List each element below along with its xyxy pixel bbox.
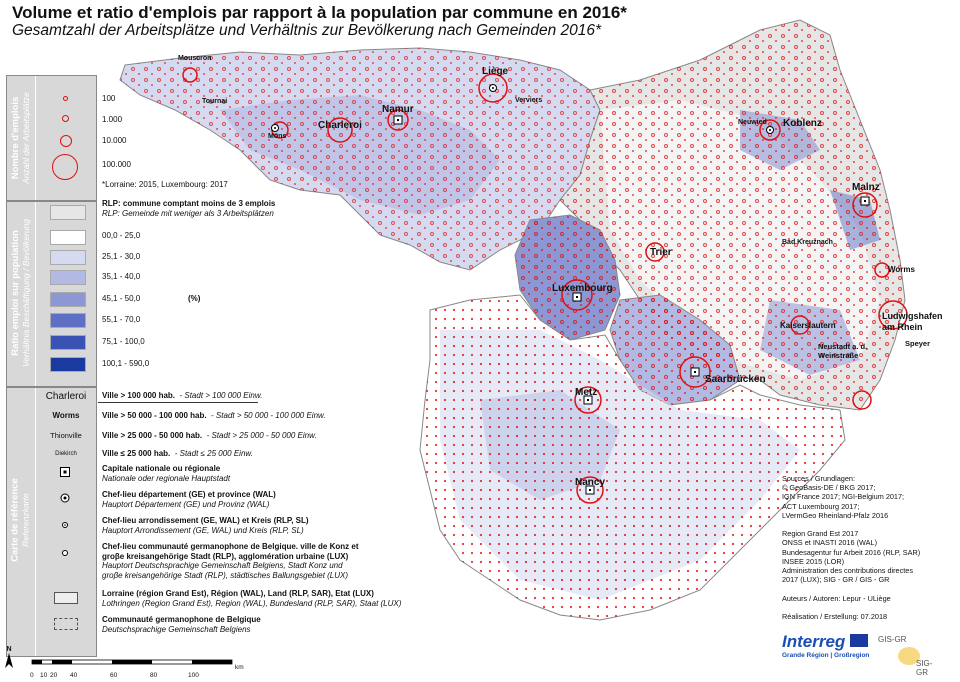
map-label-nancy[interactable]: Nancy bbox=[575, 477, 606, 488]
swatch-class-4 bbox=[50, 292, 86, 307]
legend-rlp-fr: RLP: commune comptant moins de 3 emplois bbox=[102, 199, 276, 208]
map-label-tournai[interactable]: Tournai bbox=[202, 98, 228, 105]
legend-class-3: 35,1 - 40,0 bbox=[102, 272, 141, 281]
legend-jobs-1000: 1.000 bbox=[102, 115, 123, 124]
legend-jobs-10000: 10.000 bbox=[102, 136, 127, 145]
legend-section-jobs: Nombre d'emplois Anzahl der Arbeitsplätze bbox=[7, 76, 96, 202]
legend-class-city-4: Ville ≤ 25 000 hab. - Stadt ≤ 25 000 Ein… bbox=[102, 449, 253, 458]
scale-tick-40: 40 bbox=[70, 672, 78, 679]
legend-section-ratio: Ratio emploi sur population Verhältnis Be… bbox=[7, 200, 96, 388]
legend-chef-arr: Chef-lieu arrondissement (GE, WAL) et Kr… bbox=[102, 516, 309, 535]
border-community-icon bbox=[54, 618, 78, 630]
map-label-mouscron[interactable]: Mouscron bbox=[178, 55, 212, 62]
map-label-metz[interactable]: Metz bbox=[575, 387, 598, 398]
interreg-logo: Interreg Grande Région | Großregion bbox=[782, 632, 870, 659]
scale-tick-100: 100 bbox=[188, 672, 199, 679]
map-label-charleroi[interactable]: Charleroi bbox=[318, 120, 362, 131]
eu-flag-icon bbox=[850, 634, 868, 647]
legend-class-city-2: Ville > 50 000 - 100 000 hab. - Stadt > … bbox=[102, 411, 326, 420]
chef-arr-icon bbox=[62, 522, 68, 528]
legend-class-6: 75,1 - 100,0 bbox=[102, 337, 145, 346]
gis-blob-icon bbox=[898, 647, 920, 665]
legend-circle-100000 bbox=[52, 154, 78, 180]
scale-tick-10: 10 bbox=[40, 672, 48, 679]
legend-class-city-1: Ville > 100 000 hab. - Stadt > 100 000 E… bbox=[102, 391, 263, 400]
border-region-icon bbox=[54, 592, 78, 604]
map-label-saarbrucken[interactable]: Saarbrücken bbox=[705, 374, 766, 385]
scale-bar-graphic bbox=[31, 659, 233, 665]
map-label-neuwied[interactable]: Neuwied bbox=[738, 119, 767, 126]
map-label-worms[interactable]: Worms bbox=[888, 265, 915, 274]
legend-circle-1000 bbox=[62, 115, 69, 122]
legend-jobs-100000: 100.000 bbox=[102, 160, 131, 169]
map-label-koblenz[interactable]: Koblenz bbox=[783, 118, 822, 129]
swatch-class-7 bbox=[50, 357, 86, 372]
legend-circle-100 bbox=[63, 96, 68, 101]
gis-logo: GIS-GR SIG-GR bbox=[878, 635, 933, 677]
map-label-mons[interactable]: Mons bbox=[268, 133, 287, 140]
legend-jobs-100: 100 bbox=[102, 94, 116, 103]
swatch-class-5 bbox=[50, 313, 86, 328]
map-label-trier[interactable]: Trier bbox=[650, 247, 672, 258]
scale-unit: km bbox=[235, 664, 244, 671]
north-arrow-icon bbox=[5, 653, 13, 668]
map-label-bad-kreuznach[interactable]: Bad Kreuznach bbox=[782, 239, 833, 246]
legend-class-4: 45,1 - 50,0 bbox=[102, 294, 141, 303]
legend-capital: Capitale nationale ou régionale Nationale… bbox=[102, 464, 231, 483]
chef-dep-icon bbox=[60, 493, 70, 503]
legend-unit: (%) bbox=[188, 294, 201, 303]
legend-circle-10000 bbox=[60, 135, 72, 147]
swatch-class-3 bbox=[50, 270, 86, 285]
chef-com-icon bbox=[62, 550, 68, 556]
swatch-class-6 bbox=[50, 335, 86, 350]
map-label-neustadt[interactable]: Neustadt a. d. Weinstraße bbox=[818, 342, 868, 360]
legend-city-tiny: Diekirch bbox=[55, 451, 77, 457]
map-label-luxembourg[interactable]: Luxembourg bbox=[552, 283, 613, 294]
legend-class-1: 00,0 - 25,0 bbox=[102, 231, 141, 240]
legend-class-2: 25,1 - 30,0 bbox=[102, 252, 141, 261]
map-label-mainz[interactable]: Mainz bbox=[852, 182, 880, 193]
legend-community: Communauté germanophone de Belgique Deuts… bbox=[102, 615, 261, 634]
map-label-liege[interactable]: Liège bbox=[482, 66, 509, 77]
map-label-verviers[interactable]: Verviers bbox=[515, 97, 543, 104]
legend-class-7: 100,1 - 590,0 bbox=[102, 359, 150, 368]
scale-tick-0: 0 bbox=[30, 672, 34, 679]
legend-section-ref: Carte de référence Referenzkarte bbox=[10, 478, 31, 562]
scale-tick-20: 20 bbox=[50, 672, 58, 679]
legend-city-large: Charleroi bbox=[45, 391, 87, 402]
legend-city-small: Thionville bbox=[50, 431, 82, 440]
map-label-ludwigshafen[interactable]: Ludwigshafen am Rhein bbox=[882, 311, 943, 332]
capital-icon bbox=[60, 467, 70, 477]
legend-jobs-note: *Lorraine: 2015, Luxembourg: 2017 bbox=[102, 180, 228, 189]
legend-chef-com: Chef-lieu communauté germanophone de Bel… bbox=[102, 542, 359, 580]
swatch-rlp bbox=[50, 205, 86, 220]
legend-class-5: 55,1 - 70,0 bbox=[102, 315, 141, 324]
map-label-kaiserslautern[interactable]: Kaiserslautern bbox=[780, 321, 836, 330]
legend-city-medium: Worms bbox=[52, 411, 80, 420]
swatch-class-1 bbox=[50, 230, 86, 245]
map-label-speyer[interactable]: Speyer bbox=[905, 339, 931, 348]
legend-class-city-3: Ville > 25 000 - 50 000 hab. - Stadt > 2… bbox=[102, 431, 317, 440]
scale-bar: 0 10 20 40 60 80 100 km bbox=[30, 654, 245, 682]
legend: Nombre d'emplois Anzahl der Arbeitsplätze… bbox=[6, 75, 426, 657]
north-arrow: N bbox=[4, 646, 14, 674]
map-subtitle: Gesamtzahl der Arbeitsplätze und Verhält… bbox=[12, 22, 602, 39]
legend-border: Lorraine (région Grand Est), Région (WAL… bbox=[102, 589, 402, 608]
legend-chef-dep: Chef-lieu département (GE) et province (… bbox=[102, 490, 276, 509]
scale-tick-60: 60 bbox=[110, 672, 118, 679]
legend-rlp-de: RLP: Gemeinde mit weniger als 3 Arbeitsp… bbox=[102, 209, 274, 218]
map-label-namur[interactable]: Namur bbox=[382, 104, 414, 115]
scale-tick-80: 80 bbox=[150, 672, 158, 679]
sources-text: Sources / Grundlagen: © GeoBasis-DE / BK… bbox=[782, 474, 921, 622]
swatch-class-2 bbox=[50, 250, 86, 265]
map-title: Volume et ratio d'emplois par rapport à … bbox=[12, 3, 627, 22]
